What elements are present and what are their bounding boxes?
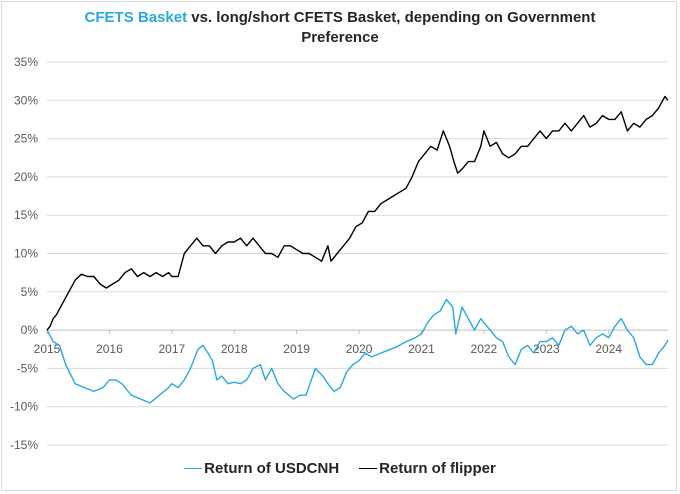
legend-item-usdcnh: Return of USDCNH [184,460,339,477]
title-highlight: CFETS Basket [84,9,188,26]
x-tick-label: 2018 [221,342,248,356]
x-tick-label: 2023 [533,342,560,356]
x-tick-label: 2022 [471,342,498,356]
chart-title: CFETS Basket vs. long/short CFETS Basket… [0,8,680,48]
x-tick-label: 2017 [158,342,185,356]
y-tick-label: -5% [17,361,39,375]
x-tick-label: 2016 [96,342,123,356]
x-axis-ticks: 2015 2016 2017 2018 2019 2020 2021 2022 2023 2024 [34,330,622,356]
y-tick-label: 15% [14,208,38,222]
series-lines [46,95,669,404]
series-line-usdcnh [46,298,669,404]
y-tick-label: 35% [14,55,38,69]
legend-swatch-usdcnh [184,468,203,469]
y-tick-label: 20% [14,170,38,184]
title-rest: vs. long/short CFETS Basket, depending o… [187,9,596,26]
y-tick-label: -10% [10,400,38,414]
y-tick-label: 30% [14,93,38,107]
legend-label-flipper: Return of flipper [379,460,496,477]
legend: Return of USDCNH Return of flipper [0,460,680,477]
x-tick-label: 2020 [346,342,373,356]
y-tick-label: 25% [14,132,38,146]
legend-label-usdcnh: Return of USDCNH [204,460,340,477]
y-axis-ticks: 35% 30% 25% 20% 15% 10% 5% 0% -5% -10% -15% [10,55,38,452]
gridlines [47,61,668,446]
title-line2: Preference [301,29,379,46]
legend-item-flipper: Return of flipper [359,460,496,477]
y-tick-label: 5% [21,285,39,299]
x-tick-label: 2015 [34,342,61,356]
series-line-flipper [46,95,669,331]
y-tick-label: 0% [21,323,39,337]
legend-swatch-flipper [359,468,378,469]
x-tick-label: 2019 [283,342,310,356]
x-tick-label: 2024 [595,342,622,356]
y-tick-label: 10% [14,247,38,261]
x-tick-label: 2021 [408,342,435,356]
y-tick-label: -15% [10,438,38,452]
